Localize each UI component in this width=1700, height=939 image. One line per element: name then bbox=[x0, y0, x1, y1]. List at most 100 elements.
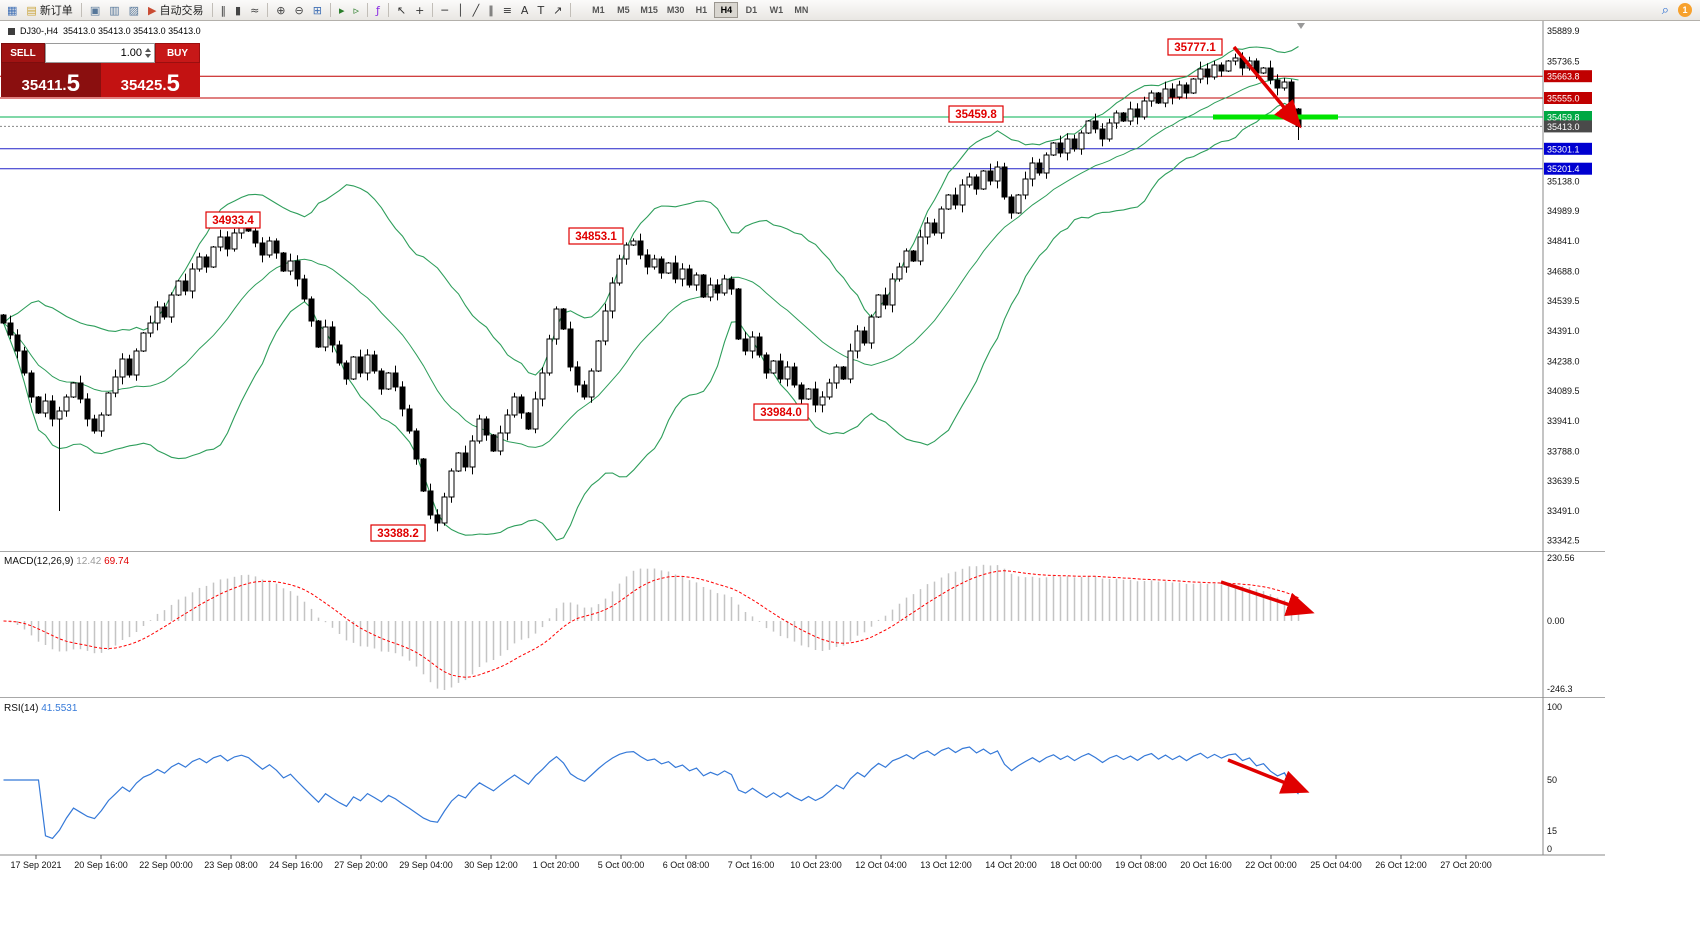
price-annotation: 33388.2 bbox=[377, 528, 419, 540]
time-axis-label: 20 Sep 16:00 bbox=[74, 860, 128, 870]
price-axis-label: 34238.0 bbox=[1547, 356, 1580, 366]
data-window-icon: ▨ bbox=[128, 3, 140, 17]
trendline-button[interactable]: ╱ bbox=[469, 1, 484, 19]
rsi-line bbox=[3, 746, 1299, 840]
timeframe-w1-button[interactable]: W1 bbox=[764, 2, 788, 18]
chart-type-icon bbox=[8, 27, 15, 35]
volume-input[interactable]: 1.00 bbox=[45, 43, 155, 63]
chart-shift-marker[interactable] bbox=[1297, 23, 1305, 29]
one-click-prices: 35411. 5 35425. 5 bbox=[1, 63, 200, 97]
time-axis-label: 22 Oct 00:00 bbox=[1245, 860, 1297, 870]
tile-windows-button[interactable]: ⊞ bbox=[309, 1, 326, 19]
crosshair-button[interactable]: + bbox=[411, 1, 428, 19]
chart-shift-button[interactable]: ▹ bbox=[349, 1, 363, 19]
rsi-label: RSI(14) 41.5531 bbox=[4, 703, 78, 714]
one-click-controls: SELL 1.00 BUY bbox=[1, 43, 200, 63]
time-axis-label: 25 Oct 04:00 bbox=[1310, 860, 1362, 870]
timeframe-h1-button[interactable]: H1 bbox=[689, 2, 713, 18]
timeframe-mn-button[interactable]: MN bbox=[789, 2, 813, 18]
time-axis-label: 18 Oct 00:00 bbox=[1050, 860, 1102, 870]
price-axis-box-label: 35301.1 bbox=[1547, 144, 1580, 154]
macd-axis-label: -246.3 bbox=[1547, 684, 1573, 694]
timeframe-m30-button[interactable]: M30 bbox=[663, 2, 689, 18]
time-axis-label: 19 Oct 08:00 bbox=[1115, 860, 1167, 870]
toolbar-separator bbox=[387, 3, 389, 17]
sell-price-main: 35411. bbox=[21, 76, 67, 94]
buy-price-display[interactable]: 35425. 5 bbox=[100, 63, 200, 97]
price-axis-label: 33639.5 bbox=[1547, 476, 1580, 486]
chart-windows-button[interactable]: ▣ bbox=[86, 1, 104, 19]
timeframe-m15-button[interactable]: M15 bbox=[636, 2, 662, 18]
zoom-in-button[interactable]: ⊕ bbox=[272, 1, 289, 19]
macd-signal-line bbox=[3, 570, 1299, 678]
autotrade-button-label: 自动交易 bbox=[159, 5, 204, 17]
arrows-button[interactable]: ↗ bbox=[549, 1, 566, 19]
horizontal-line-button[interactable]: ─ bbox=[437, 1, 452, 19]
price-axis-box-label: 35201.4 bbox=[1547, 164, 1580, 174]
volume-value[interactable]: 1.00 bbox=[120, 47, 142, 59]
price-axis-label: 35138.0 bbox=[1547, 176, 1580, 186]
time-axis-label: 20 Oct 16:00 bbox=[1180, 860, 1232, 870]
cursor-icon: ↖ bbox=[396, 3, 407, 17]
text-label-button[interactable]: T bbox=[533, 1, 548, 19]
zoom-out-button[interactable]: ⊖ bbox=[291, 1, 308, 19]
price-axis-label: 33788.0 bbox=[1547, 446, 1580, 456]
time-axis-label: 1 Oct 20:00 bbox=[533, 860, 580, 870]
search-button[interactable]: ⌕ bbox=[1658, 1, 1673, 19]
price-axis-label: 35736.5 bbox=[1547, 57, 1580, 67]
tile-windows-icon: ⊞ bbox=[312, 3, 322, 17]
vertical-line-icon: │ bbox=[456, 3, 464, 17]
line-chart-icon: ≈ bbox=[250, 3, 260, 17]
time-axis-label: 6 Oct 08:00 bbox=[663, 860, 710, 870]
annotations: 35777.1 35459.8 34933.4 34853.1 33984.0 33388… bbox=[205, 38, 1315, 794]
toolbar-right: ⌕ 1 bbox=[1658, 1, 1697, 19]
candle-chart-button[interactable]: ▮ bbox=[231, 1, 245, 19]
timeframe-m1-button[interactable]: M1 bbox=[586, 2, 610, 18]
channel-button[interactable]: ∥ bbox=[484, 1, 498, 19]
auto-scroll-button[interactable]: ▸ bbox=[335, 1, 349, 19]
line-chart-button[interactable]: ≈ bbox=[246, 1, 263, 19]
buy-button[interactable]: BUY bbox=[155, 43, 200, 63]
price-axis-box bbox=[1544, 70, 1592, 83]
price-annotation: 34853.1 bbox=[575, 231, 617, 243]
price-axis-box bbox=[1544, 111, 1592, 123]
price-axis-label: 34688.0 bbox=[1547, 266, 1580, 276]
bar-chart-button[interactable]: ‖ bbox=[217, 1, 231, 19]
autotrade-button[interactable]: ▶ 自动交易 bbox=[144, 1, 207, 19]
profiles-button[interactable]: ▥ bbox=[105, 1, 123, 19]
fibonacci-icon: ≡ bbox=[502, 3, 512, 17]
new-order-button[interactable]: ▤ 新订单 bbox=[22, 1, 76, 19]
toolbar-separator bbox=[367, 3, 368, 17]
sell-price-display[interactable]: 35411. 5 bbox=[1, 63, 101, 97]
main-toolbar: ▦ ▤ 新订单 ▣ ▥ ▨ ▶ 自动交易 ‖ ▮ ≈ ⊕ ⊖ ⊞ ▸ ▹ ƒ ↖ + ─ │ ╱ ∥ ≡ A T ↗ M1 M5 M15… bbox=[0, 0, 1700, 21]
data-window-button[interactable]: ▨ bbox=[125, 1, 143, 19]
time-axis-label: 24 Sep 16:00 bbox=[269, 860, 323, 870]
macd-panel bbox=[3, 564, 1300, 690]
price-axis-label: 34539.5 bbox=[1547, 296, 1580, 306]
timeframe-d1-button[interactable]: D1 bbox=[739, 2, 763, 18]
cursor-button[interactable]: ↖ bbox=[393, 1, 410, 19]
toolbar-separator bbox=[211, 3, 213, 17]
price-axis-box-label: 35413.0 bbox=[1547, 122, 1580, 132]
bollinger-middle-band bbox=[3, 77, 1299, 448]
price-axis-label: 34391.0 bbox=[1547, 326, 1580, 336]
timeframe-m5-button[interactable]: M5 bbox=[611, 2, 635, 18]
text-label-icon: T bbox=[537, 3, 545, 17]
indicators-button[interactable]: ƒ bbox=[372, 1, 384, 19]
fibonacci-button[interactable]: ≡ bbox=[499, 1, 516, 19]
volume-increase-icon[interactable] bbox=[145, 48, 151, 52]
timeframe-h4-button[interactable]: H4 bbox=[714, 2, 739, 18]
profiles-icon: ▥ bbox=[109, 3, 120, 17]
horizontal-line-icon: ─ bbox=[441, 3, 448, 17]
sell-button[interactable]: SELL bbox=[1, 43, 45, 63]
text-button[interactable]: A bbox=[517, 1, 533, 19]
vertical-line-button[interactable]: │ bbox=[453, 1, 468, 19]
notification-badge[interactable]: 1 bbox=[1678, 3, 1692, 17]
macd-axis-label: 230.56 bbox=[1547, 553, 1575, 563]
volume-decrease-icon[interactable] bbox=[145, 54, 151, 58]
new-chart-button[interactable]: ▦ bbox=[3, 1, 21, 19]
toolbar-separator bbox=[329, 3, 331, 17]
chart-icon: ▦ bbox=[7, 3, 18, 17]
price-axis-label: 34989.9 bbox=[1547, 206, 1580, 216]
